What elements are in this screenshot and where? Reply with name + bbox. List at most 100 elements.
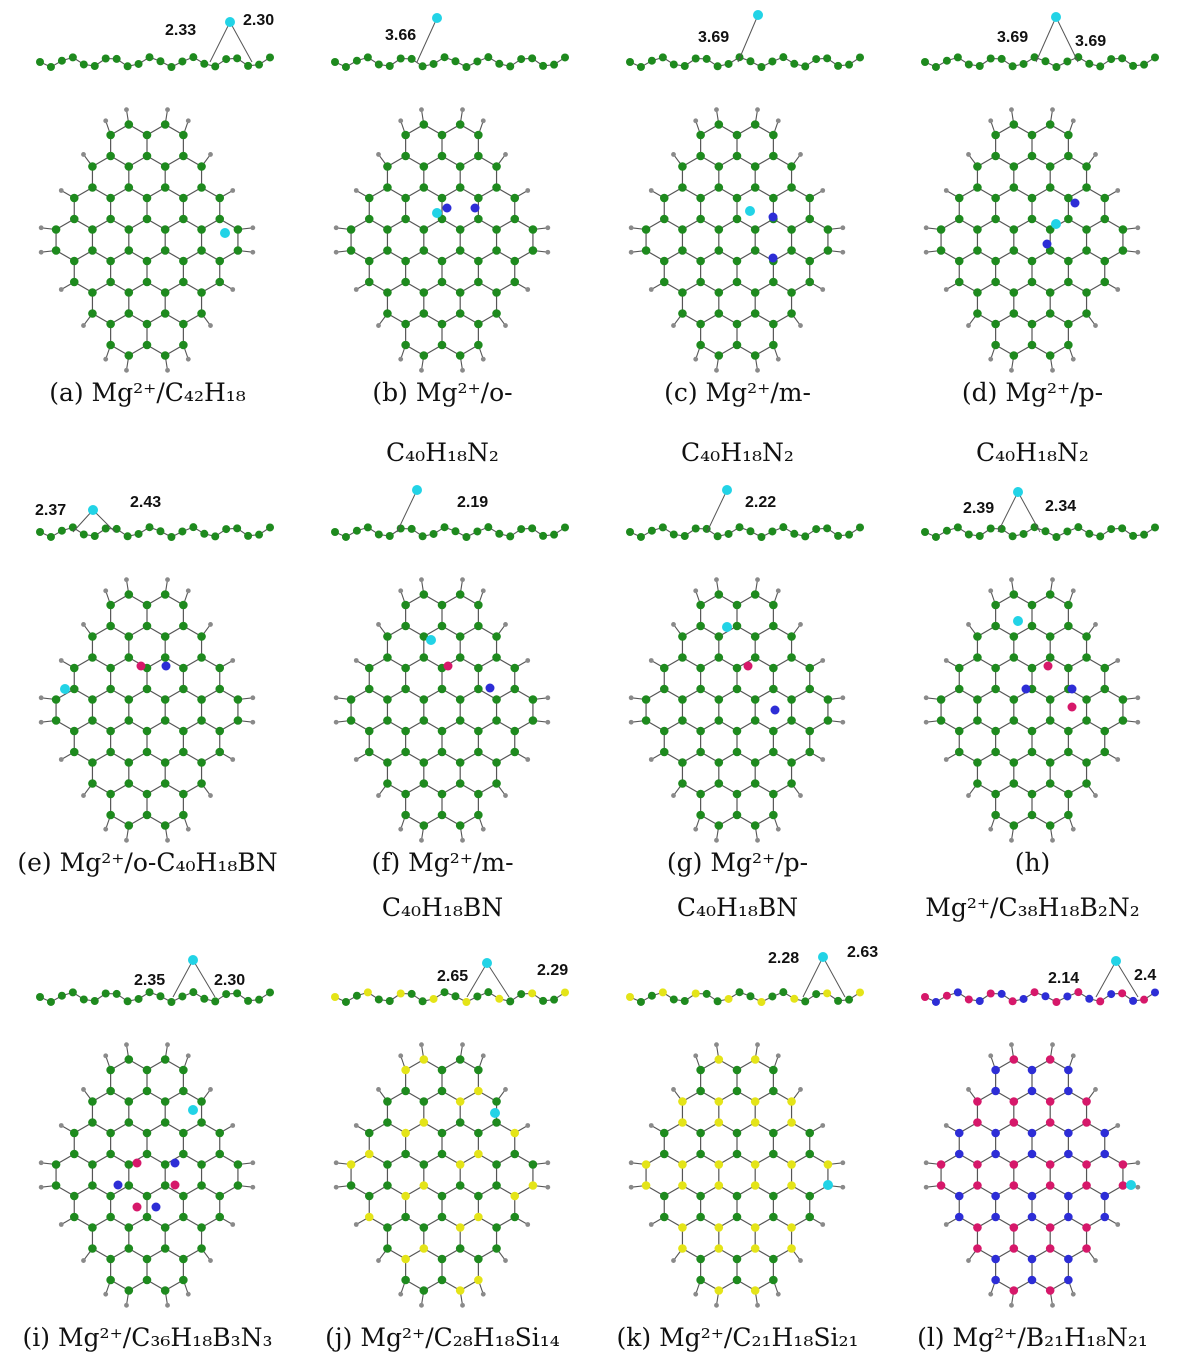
carbon-atom (998, 525, 1006, 533)
carbon-atom (1064, 601, 1073, 610)
hydrogen-atom (481, 827, 486, 832)
carbon-atom (401, 601, 410, 610)
hydrogen-atom (1071, 1292, 1076, 1297)
hydrogen-atom (81, 1087, 86, 1092)
carbon-atom (769, 1087, 778, 1096)
carbon-atom (937, 695, 946, 704)
nitrogen-atom (769, 254, 778, 263)
hydrogen-atom (503, 1258, 508, 1263)
carbon-atom (197, 1097, 206, 1106)
hydrogen-atom (165, 577, 170, 582)
hydrogen-atom (714, 838, 719, 843)
carbon-atom (506, 62, 514, 70)
carbon-atom (987, 55, 995, 63)
carbon-atom (733, 278, 742, 287)
carbon-atom (642, 716, 651, 725)
carbon-atom (161, 1160, 170, 1169)
carbon-atom (715, 779, 724, 788)
nitrogen-atom (1022, 685, 1031, 694)
hydrogen-atom (165, 1042, 170, 1047)
carbon-atom (492, 653, 501, 662)
carbon-atom (696, 257, 705, 266)
carbon-atom (660, 685, 669, 694)
carbon-atom (179, 727, 188, 736)
carbon-atom (550, 531, 558, 539)
carbon-atom (973, 632, 982, 641)
carbon-atom (998, 55, 1006, 63)
carbon-atom (991, 601, 1000, 610)
carbon-atom (401, 341, 410, 350)
carbon-atom (161, 590, 170, 599)
carbon-atom (637, 998, 645, 1006)
carbon-atom (492, 695, 501, 704)
hydrogen-atom (481, 1292, 486, 1297)
silicon-atom (751, 1244, 760, 1253)
carbon-atom (106, 664, 115, 673)
carbon-atom (420, 779, 429, 788)
carbon-atom (58, 57, 66, 65)
carbon-atom (179, 790, 188, 799)
carbon-atom (70, 748, 79, 757)
hydrogen-atom (81, 1258, 86, 1263)
hydrogen-atom (59, 658, 64, 663)
hydrogen-atom (250, 250, 255, 255)
hydrogen-atom (924, 720, 929, 725)
hydrogen-atom (186, 588, 191, 593)
hydrogen-atom (208, 152, 213, 157)
carbon-atom (733, 811, 742, 820)
carbon-atom (1041, 527, 1049, 535)
hydrogen-atom (545, 1185, 550, 1190)
hydrogen-atom (840, 1160, 845, 1165)
boron-atom (1119, 1160, 1128, 1169)
hydrogen-atom (334, 225, 339, 230)
carbon-atom (408, 990, 416, 998)
carbon-atom (197, 779, 206, 788)
hydrogen-atom (354, 287, 359, 292)
carbon-atom (179, 811, 188, 820)
carbon-atom (751, 225, 760, 234)
hydrogen-atom (1050, 368, 1055, 373)
silicon-atom (495, 995, 503, 1003)
carbon-atom (1082, 632, 1091, 641)
carbon-atom (1100, 664, 1109, 673)
carbon-atom (143, 341, 152, 350)
top-view (924, 107, 1140, 372)
carbon-atom (474, 215, 483, 224)
nitrogen-atom (1064, 1213, 1073, 1222)
carbon-atom (715, 758, 724, 767)
hydrogen-atom (250, 695, 255, 700)
carbon-atom (510, 215, 519, 224)
carbon-atom (733, 1213, 742, 1222)
hydrogen-atom (186, 1053, 191, 1058)
carbon-atom (751, 632, 760, 641)
carbon-atom (1082, 758, 1091, 767)
carbon-atom (106, 727, 115, 736)
carbon-atom (143, 1150, 152, 1159)
nitrogen-atom (954, 988, 962, 996)
nitrogen-atom (1041, 992, 1049, 1000)
carbon-atom (88, 632, 97, 641)
carbon-atom (805, 1213, 814, 1222)
carbon-atom (462, 533, 470, 541)
carbon-atom (161, 779, 170, 788)
carbon-atom (215, 215, 224, 224)
silicon-atom (510, 1192, 519, 1201)
caption-line2: C₄₀H₁₈N₂ (885, 440, 1180, 465)
carbon-atom (528, 54, 536, 62)
carbon-atom (976, 62, 984, 70)
magnesium-ion (188, 1105, 198, 1115)
carbon-atom (484, 988, 492, 996)
magnesium-ion (745, 206, 755, 216)
carbon-atom (401, 664, 410, 673)
carbon-atom (805, 727, 814, 736)
carbon-atom (550, 61, 558, 69)
silicon-atom (474, 1276, 483, 1285)
carbon-atom (660, 1192, 669, 1201)
carbon-atom (401, 215, 410, 224)
carbon-atom (660, 1150, 669, 1159)
carbon-atom (88, 758, 97, 767)
carbon-atom (161, 246, 170, 255)
silicon-atom (430, 995, 438, 1003)
carbon-atom (146, 523, 154, 531)
carbon-atom (143, 1255, 152, 1264)
